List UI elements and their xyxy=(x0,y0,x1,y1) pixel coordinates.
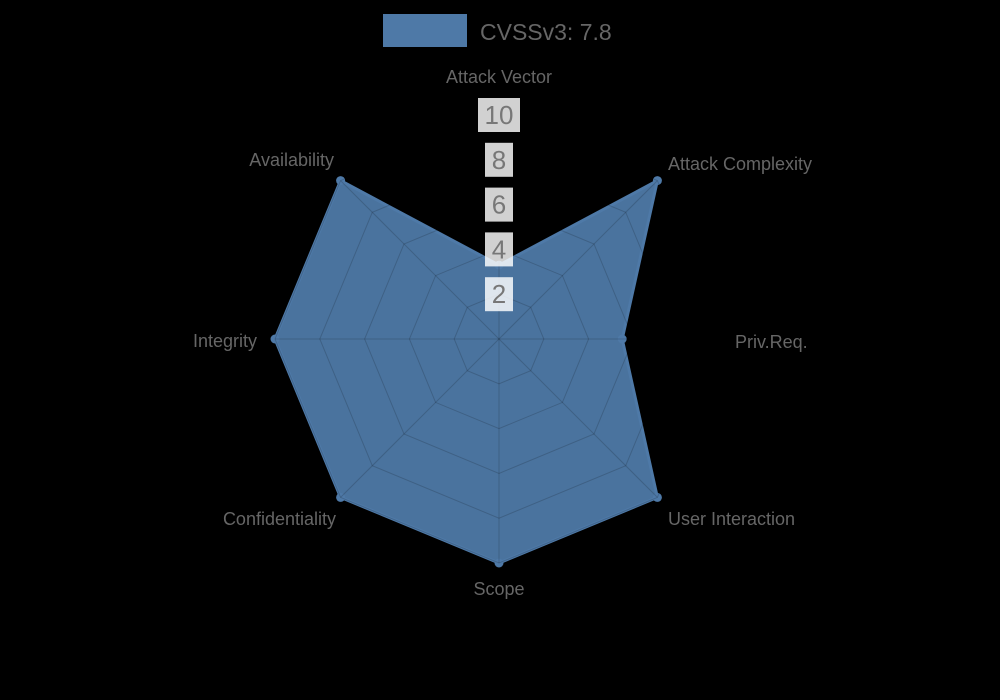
tick-label: 10 xyxy=(485,100,514,130)
data-point[interactable] xyxy=(336,492,346,502)
data-point[interactable] xyxy=(336,176,346,186)
axis-label-priv-req: Priv.Req. xyxy=(735,332,808,352)
axis-label-scope: Scope xyxy=(473,579,524,599)
data-point[interactable] xyxy=(617,334,627,344)
axis-label-confidentiality: Confidentiality xyxy=(223,509,336,529)
tick-backdrop xyxy=(485,277,513,312)
tick-label: 8 xyxy=(492,145,506,175)
data-point[interactable] xyxy=(652,176,662,186)
axis-label-availability: Availability xyxy=(249,150,334,170)
grid-ring xyxy=(453,293,545,385)
axis-label-attack-vector: Attack Vector xyxy=(446,67,552,87)
grid-ring xyxy=(319,159,679,519)
grid-lines xyxy=(274,114,724,564)
angle-line xyxy=(498,180,658,340)
tick-label: 2 xyxy=(492,279,506,309)
data-point[interactable] xyxy=(652,492,662,502)
tick-backdrop xyxy=(485,142,513,177)
axis-label-user-interaction: User Interaction xyxy=(668,509,795,529)
grid-ring xyxy=(408,248,590,430)
legend-swatch[interactable] xyxy=(383,14,467,47)
legend-label[interactable]: CVSSv3: 7.8 xyxy=(480,19,612,45)
data-point[interactable] xyxy=(270,334,280,344)
tick-backdrop xyxy=(485,187,513,222)
angle-line xyxy=(340,338,500,498)
tick-label: 4 xyxy=(492,234,506,264)
tick-backdrop xyxy=(485,232,513,267)
angle-line xyxy=(498,338,658,498)
grid-ring xyxy=(364,204,634,474)
legend[interactable]: CVSSv3: 7.8 xyxy=(383,14,612,47)
grid-ring xyxy=(274,114,724,564)
tick-label: 6 xyxy=(492,190,506,220)
angle-line xyxy=(340,180,500,340)
axis-label-integrity: Integrity xyxy=(193,331,257,351)
tick-backdrop xyxy=(478,98,520,132)
axis-label-attack-complexity: Attack Complexity xyxy=(668,154,812,174)
data-point[interactable] xyxy=(494,558,504,568)
